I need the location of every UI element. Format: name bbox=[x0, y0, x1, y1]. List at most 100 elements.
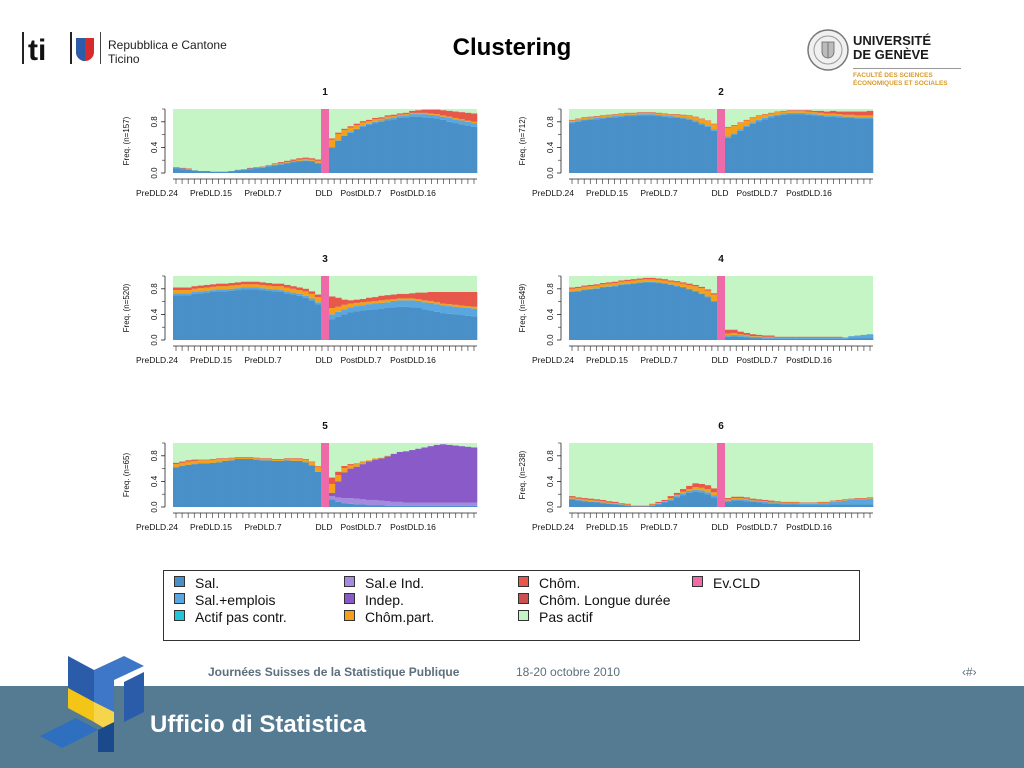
x-tick-label: PreDLD.24 bbox=[136, 355, 178, 365]
bar-chom bbox=[458, 112, 465, 120]
bar-chom_part bbox=[860, 115, 868, 118]
bar-sal_emplois bbox=[347, 132, 354, 133]
legend-swatch bbox=[518, 593, 529, 604]
x-tick-label: PostDLD.7 bbox=[736, 188, 777, 198]
bar-chom bbox=[253, 167, 260, 168]
bar-sal bbox=[265, 166, 272, 173]
bar-sal bbox=[347, 503, 354, 507]
bar-chom bbox=[725, 126, 732, 128]
bar-chom bbox=[731, 496, 738, 499]
bar-chom_part bbox=[762, 114, 769, 118]
bar-chom bbox=[643, 505, 650, 507]
bar-sal_emplois bbox=[179, 293, 186, 296]
bar-sal_emplois bbox=[452, 119, 459, 124]
bar-sal bbox=[618, 116, 625, 173]
bar-sal_emplois bbox=[581, 119, 588, 121]
bar-sal bbox=[817, 505, 824, 507]
bar-sal_emplois bbox=[655, 282, 662, 284]
y-tick-label: 0.4 bbox=[546, 475, 555, 487]
bar-chom_part bbox=[786, 502, 794, 504]
bar-sal bbox=[774, 503, 781, 507]
bar-sal_emplois bbox=[667, 116, 675, 118]
bar-chom_part bbox=[415, 299, 422, 301]
bar-sal bbox=[302, 297, 309, 340]
bar-sal_emplois bbox=[396, 300, 404, 307]
bar-sal_emplois bbox=[265, 165, 272, 167]
bar-sal bbox=[774, 338, 781, 340]
ti-line-2: Ticino bbox=[108, 52, 140, 66]
bar-chom bbox=[581, 117, 588, 118]
bar-chom bbox=[799, 336, 806, 338]
bar-chom bbox=[710, 293, 718, 295]
bar-sal bbox=[458, 124, 465, 173]
bar-sal bbox=[780, 504, 787, 507]
bar-chom bbox=[829, 336, 837, 338]
bar-sal_emplois bbox=[353, 128, 361, 130]
bar-chom_part bbox=[842, 114, 849, 117]
bar-chom bbox=[612, 501, 619, 504]
bar-chom bbox=[173, 462, 180, 465]
bar-sal_emplois bbox=[704, 125, 712, 127]
x-tick-label: PostDLD.16 bbox=[390, 188, 436, 198]
legend-swatch bbox=[174, 593, 185, 604]
bar-chom bbox=[265, 165, 272, 166]
bar-chom_part bbox=[581, 286, 588, 290]
bar-chom bbox=[630, 279, 638, 281]
bar-sal_emplois bbox=[284, 291, 291, 294]
bar-sal bbox=[390, 307, 398, 340]
bar-chom bbox=[302, 459, 309, 460]
bar-sal_e_ind bbox=[372, 499, 379, 506]
bar-sal_emplois bbox=[593, 288, 601, 289]
bar-chom bbox=[667, 496, 675, 499]
bar-sal bbox=[737, 130, 744, 173]
legend-item-chom_longue: Chôm. Longue durée bbox=[518, 592, 671, 608]
bar-sal bbox=[335, 316, 342, 340]
bar-chom bbox=[575, 286, 582, 289]
bar-chom_part bbox=[372, 119, 379, 122]
bar-sal_emplois bbox=[817, 337, 824, 339]
bar-chom bbox=[743, 497, 750, 499]
bar-chom bbox=[755, 115, 763, 117]
bar-chom bbox=[624, 279, 631, 282]
bar-sal bbox=[866, 504, 874, 507]
bar-sal_emplois bbox=[173, 293, 180, 296]
bar-sal bbox=[458, 315, 465, 340]
bar-chom_part bbox=[698, 288, 705, 294]
bar-sal bbox=[284, 293, 291, 340]
bar-chom_part bbox=[661, 114, 668, 116]
bar-sal bbox=[731, 134, 738, 173]
bar-sal_emplois bbox=[811, 114, 818, 116]
chart-3: 3 0.0 0.4 0.8 Freq. (n=520) PreDLD.24 PreDLD.1… bbox=[122, 254, 478, 365]
legend-swatch bbox=[518, 610, 529, 621]
bar-sal_emplois bbox=[458, 120, 465, 125]
bar-chom_part bbox=[240, 457, 248, 459]
bar-sal bbox=[817, 338, 824, 340]
bar-chom_part bbox=[643, 112, 650, 115]
bar-sal bbox=[593, 502, 601, 507]
bar-chom bbox=[686, 283, 693, 285]
bar-sal_emplois bbox=[458, 307, 465, 316]
bar-chom bbox=[353, 123, 361, 125]
bar-chom bbox=[359, 299, 367, 303]
legend-label: Pas actif bbox=[539, 609, 593, 625]
bar-chom bbox=[216, 283, 223, 287]
bar-sal_emplois bbox=[575, 120, 582, 122]
bar-sal bbox=[271, 165, 279, 173]
bar-chom bbox=[755, 499, 763, 501]
bar-sal bbox=[630, 283, 638, 340]
bar-sal bbox=[780, 114, 787, 173]
bar-sal bbox=[649, 505, 656, 507]
bar-chom bbox=[587, 498, 594, 500]
bar-sal_emplois bbox=[698, 490, 705, 493]
bar-chom bbox=[817, 336, 824, 338]
bar-sal_e_ind bbox=[427, 502, 435, 506]
bar-chom bbox=[823, 501, 831, 503]
bar-chom bbox=[271, 459, 279, 460]
bar-sal_emplois bbox=[680, 493, 687, 496]
bar-chom bbox=[811, 336, 818, 338]
y-tick-label: 0.8 bbox=[546, 450, 555, 462]
bar-sal_emplois bbox=[762, 117, 769, 120]
bar-sal bbox=[686, 289, 693, 340]
bar-sal_emplois bbox=[842, 337, 849, 339]
bar-sal_emplois bbox=[203, 290, 211, 293]
